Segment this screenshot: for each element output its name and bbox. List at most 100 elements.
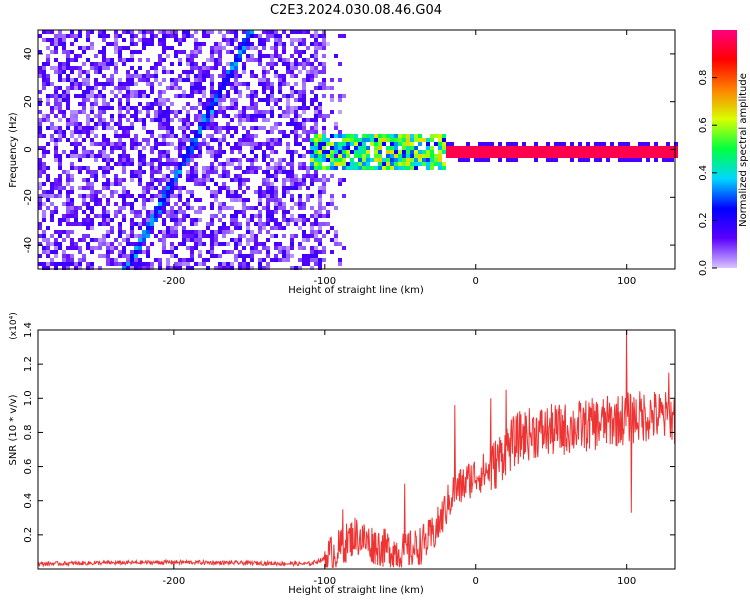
heatmap-cell [82, 98, 86, 102]
heatmap-cell [274, 186, 278, 190]
heatmap-cell [138, 178, 142, 182]
heatmap-cell [294, 142, 298, 146]
heatmap-cell [538, 146, 542, 150]
heatmap-cell [82, 194, 86, 198]
heatmap-cell [314, 142, 318, 146]
heatmap-cell [42, 218, 46, 222]
heatmap-cell [110, 90, 114, 94]
heatmap-cell [314, 154, 318, 158]
heatmap-cell [554, 150, 558, 154]
heatmap-cell [118, 178, 122, 182]
heatmap-cell [318, 158, 322, 162]
heatmap-cell [474, 158, 478, 162]
heatmap-cell [318, 262, 322, 266]
heatmap-cell [98, 254, 102, 258]
heatmap-cell [118, 194, 122, 198]
heatmap-cell [186, 162, 190, 166]
heatmap-cell [482, 158, 486, 162]
heatmap-cell [138, 30, 142, 34]
heatmap-cell [198, 118, 202, 122]
heatmap-cell [638, 158, 642, 162]
heatmap-cell [330, 158, 334, 162]
heatmap-cell [334, 134, 338, 138]
heatmap-cell [318, 210, 322, 214]
heatmap-cell [254, 214, 258, 218]
heatmap-cell [214, 242, 218, 246]
heatmap-cell [310, 178, 314, 182]
heatmap-cell [54, 42, 58, 46]
heatmap-cell [322, 142, 326, 146]
heatmap-cell [318, 238, 322, 242]
heatmap-cell [302, 162, 306, 166]
heatmap-cell [294, 130, 298, 134]
heatmap-cell [282, 250, 286, 254]
heatmap-cell [186, 30, 190, 34]
heatmap-cell [234, 166, 238, 170]
heatmap-cell [86, 246, 90, 250]
heatmap-cell [246, 34, 250, 38]
heatmap-cell [346, 138, 350, 142]
heatmap-cell [50, 66, 54, 70]
heatmap-cell [334, 158, 338, 162]
heatmap-cell [186, 122, 190, 126]
heatmap-cell [278, 98, 282, 102]
heatmap-cell [90, 106, 94, 110]
heatmap-cell [114, 66, 118, 70]
heatmap-cell [114, 42, 118, 46]
heatmap-cell [222, 150, 226, 154]
heatmap-cell [326, 178, 330, 182]
heatmap-cell [50, 38, 54, 42]
heatmap-cell [606, 146, 610, 150]
heatmap-cell [194, 154, 198, 158]
heatmap-cell [98, 70, 102, 74]
heatmap-cell [98, 154, 102, 158]
heatmap-cell [122, 94, 126, 98]
heatmap-cell [310, 174, 314, 178]
heatmap-cell [154, 70, 158, 74]
heatmap-cell [54, 86, 58, 90]
heatmap-cell [482, 142, 486, 146]
heatmap-cell [162, 102, 166, 106]
heatmap-cell [226, 106, 230, 110]
heatmap-cell [266, 254, 270, 258]
heatmap-cell [178, 110, 182, 114]
heatmap-cell [674, 154, 678, 158]
heatmap-cell [46, 126, 50, 130]
heatmap-cell [206, 222, 210, 226]
heatmap-cell [130, 34, 134, 38]
heatmap-cell [42, 166, 46, 170]
heatmap-cell [190, 250, 194, 254]
heatmap-cell [62, 170, 66, 174]
heatmap-cell [46, 142, 50, 146]
heatmap-cell [310, 150, 314, 154]
heatmap-cell [550, 158, 554, 162]
heatmap-cell [66, 94, 70, 98]
heatmap-cell [86, 170, 90, 174]
heatmap-cell [58, 66, 62, 70]
heatmap-cell [162, 90, 166, 94]
heatmap-cell [302, 130, 306, 134]
heatmap-cell [162, 114, 166, 118]
heatmap-cell [438, 134, 442, 138]
heatmap-cell [270, 258, 274, 262]
heatmap-cell [122, 106, 126, 110]
heatmap-cell [130, 194, 134, 198]
heatmap-cell [250, 46, 254, 50]
heatmap-cell [134, 70, 138, 74]
heatmap-cell [142, 138, 146, 142]
heatmap-cell [542, 154, 546, 158]
heatmap-cell [158, 190, 162, 194]
heatmap-cell [122, 170, 126, 174]
heatmap-cell [326, 138, 330, 142]
heatmap-cell [170, 246, 174, 250]
heatmap-cell [318, 106, 322, 110]
heatmap-cell [54, 254, 58, 258]
heatmap-cell [166, 230, 170, 234]
heatmap-cell [282, 114, 286, 118]
heatmap-cell [166, 30, 170, 34]
heatmap-cell [218, 126, 222, 130]
heatmap-cell [54, 138, 58, 142]
heatmap-cell [250, 254, 254, 258]
heatmap-cell [290, 66, 294, 70]
heatmap-cell [130, 262, 134, 266]
